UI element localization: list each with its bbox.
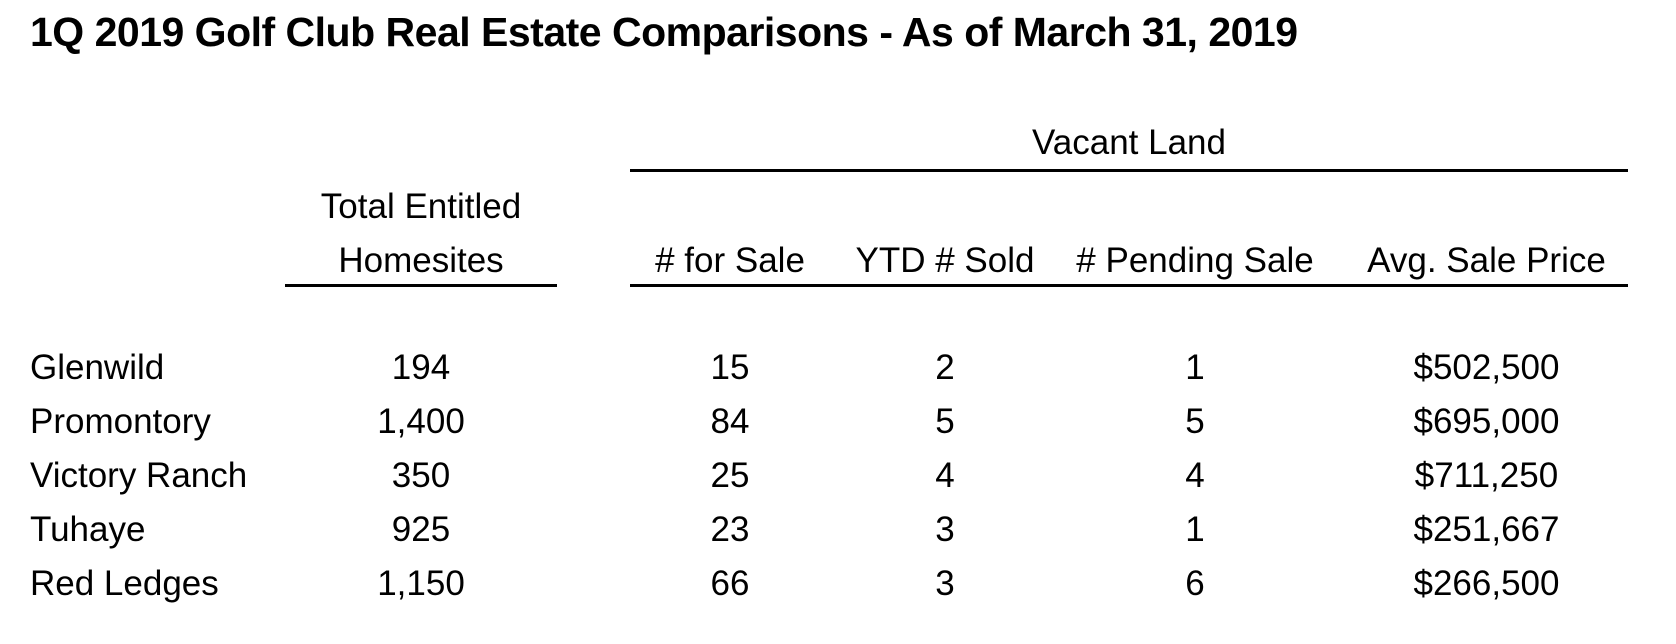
row-avg-sale-price: $251,667 bbox=[1413, 510, 1560, 549]
row-pending-sale: 1 bbox=[1185, 348, 1205, 387]
row-pending-sale: 6 bbox=[1185, 564, 1205, 603]
col-header-homesites-line2: Homesites bbox=[338, 241, 504, 280]
page-title: 1Q 2019 Golf Club Real Estate Comparison… bbox=[30, 9, 1298, 55]
row-ytd-sold: 3 bbox=[935, 510, 955, 549]
row-pending-sale: 5 bbox=[1185, 402, 1205, 441]
row-avg-sale-price: $695,000 bbox=[1413, 402, 1560, 441]
vacant-land-top-rule bbox=[630, 169, 1628, 172]
col-header-pending-sale: # Pending Sale bbox=[1076, 241, 1314, 280]
row-for-sale: 15 bbox=[710, 348, 750, 387]
vacant-land-group-header: Vacant Land bbox=[1032, 123, 1226, 162]
row-pending-sale: 4 bbox=[1185, 456, 1205, 495]
row-homesites: 925 bbox=[391, 510, 451, 549]
row-pending-sale: 1 bbox=[1185, 510, 1205, 549]
col-header-avg-sale-price: Avg. Sale Price bbox=[1367, 241, 1606, 280]
row-avg-sale-price: $502,500 bbox=[1413, 348, 1560, 387]
row-ytd-sold: 4 bbox=[935, 456, 955, 495]
row-avg-sale-price: $711,250 bbox=[1414, 456, 1559, 495]
row-name: Glenwild bbox=[30, 348, 165, 387]
vacant-land-header-rule bbox=[630, 284, 1628, 287]
row-name: Victory Ranch bbox=[30, 456, 248, 495]
row-homesites: 194 bbox=[391, 348, 451, 387]
row-for-sale: 25 bbox=[710, 456, 750, 495]
col-header-ytd-sold: YTD # Sold bbox=[855, 241, 1035, 280]
row-homesites: 1,400 bbox=[377, 402, 465, 441]
row-homesites: 1,150 bbox=[377, 564, 465, 603]
row-ytd-sold: 2 bbox=[935, 348, 955, 387]
row-name: Tuhaye bbox=[30, 510, 146, 549]
row-avg-sale-price: $266,500 bbox=[1413, 564, 1560, 603]
col-header-homesites-line1: Total Entitled bbox=[320, 187, 522, 226]
row-for-sale: 23 bbox=[710, 510, 750, 549]
row-ytd-sold: 5 bbox=[935, 402, 955, 441]
homesites-header-rule bbox=[285, 284, 557, 287]
row-name: Red Ledges bbox=[30, 564, 219, 603]
row-for-sale: 66 bbox=[710, 564, 750, 603]
row-ytd-sold: 3 bbox=[935, 564, 955, 603]
row-name: Promontory bbox=[30, 402, 211, 441]
col-header-for-sale: # for Sale bbox=[655, 241, 805, 280]
row-for-sale: 84 bbox=[710, 402, 750, 441]
row-homesites: 350 bbox=[391, 456, 451, 495]
